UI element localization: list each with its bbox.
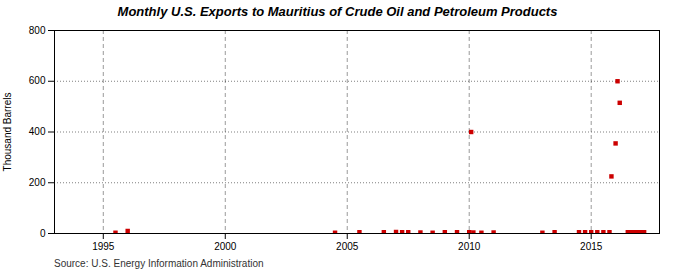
svg-text:0: 0	[40, 228, 46, 239]
svg-text:800: 800	[29, 25, 46, 36]
svg-text:600: 600	[29, 75, 46, 86]
html-text:Monthly U.S. Exports to Maurit: Monthly U.S. Exports to Mauritius of Cru…	[117, 4, 558, 19]
svg-text:200: 200	[29, 177, 46, 188]
svg-text:Thousand Barrels: Thousand Barrels	[2, 93, 13, 172]
svg-text:2000: 2000	[214, 241, 237, 252]
svg-text:2015: 2015	[580, 241, 603, 252]
html-text:Source: U.S. Energy Informatio: Source: U.S. Energy Information Administ…	[54, 258, 264, 269]
svg-text:2010: 2010	[458, 241, 481, 252]
svg-text:400: 400	[29, 126, 46, 137]
svg-text:2005: 2005	[336, 241, 359, 252]
svg-text:1995: 1995	[92, 241, 115, 252]
